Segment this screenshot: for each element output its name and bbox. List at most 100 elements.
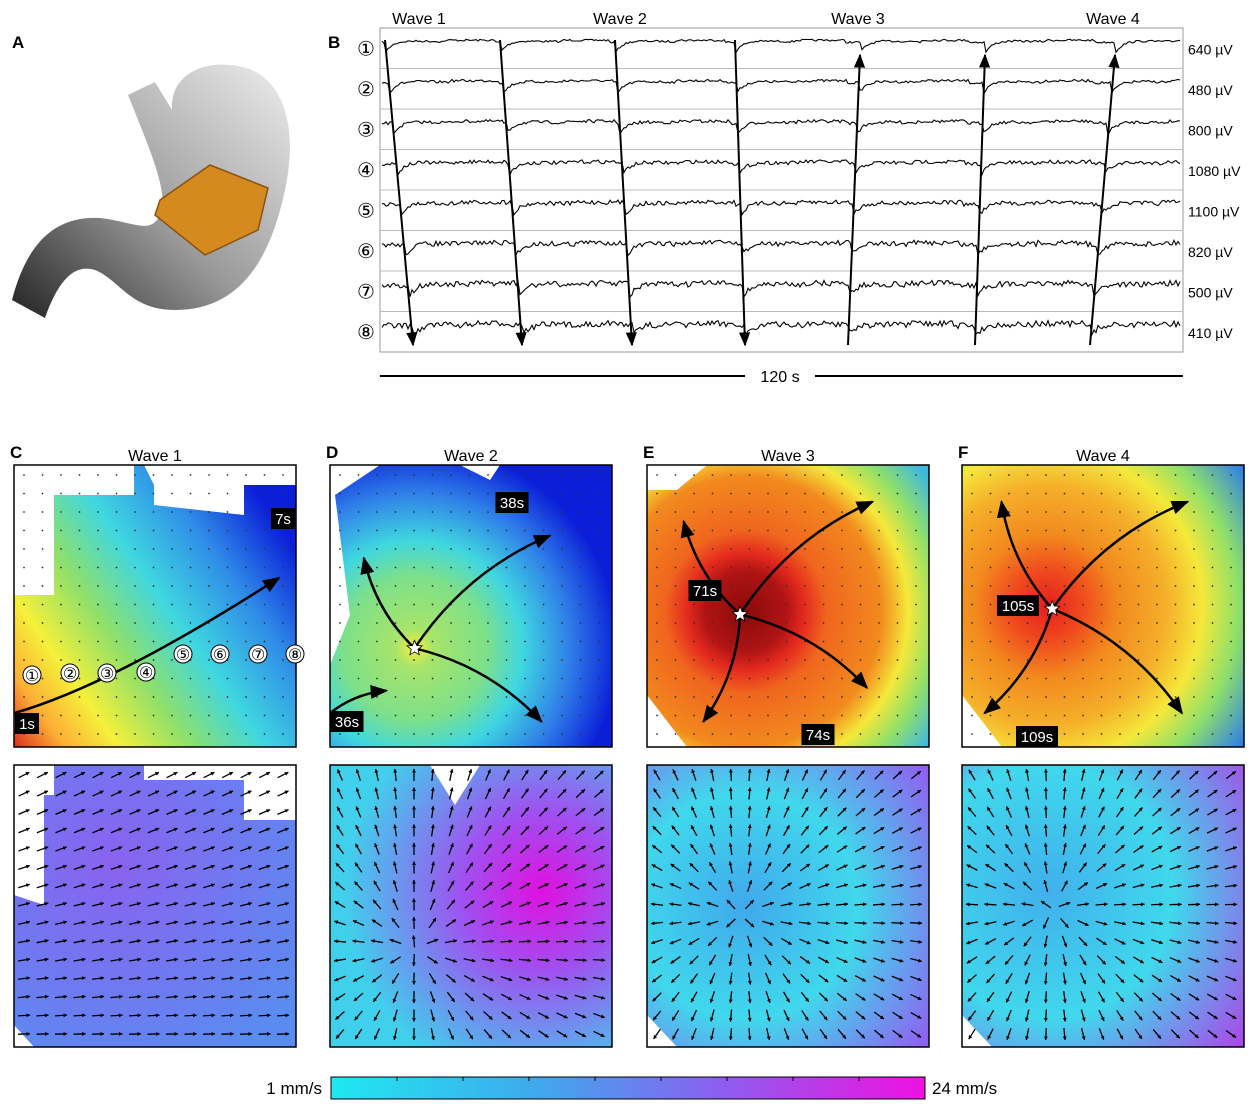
electrode-dot — [227, 622, 229, 624]
electrode-dot — [823, 641, 825, 643]
electrode-dot — [153, 530, 155, 532]
electrode-dot — [97, 585, 99, 587]
electrode-dot — [1193, 659, 1195, 661]
electrode-dot — [60, 641, 62, 643]
electrode-dot — [190, 493, 192, 495]
electrode-dot — [804, 530, 806, 532]
electrode-dot — [450, 493, 452, 495]
electrode-dot — [693, 641, 695, 643]
electrode-dot — [841, 641, 843, 643]
electrode-dot — [1138, 493, 1140, 495]
electrode-label: ⑦ — [251, 645, 265, 664]
electrode-dot — [656, 659, 658, 661]
electrode-dot — [915, 567, 917, 569]
electrode-dot — [171, 585, 173, 587]
electrode-dot — [413, 622, 415, 624]
electrode-dot — [1175, 530, 1177, 532]
electrode-dot — [675, 622, 677, 624]
electrode-dot — [786, 604, 788, 606]
electrode-dot — [116, 715, 118, 717]
electrode-dot — [23, 493, 25, 495]
electrode-dot — [42, 622, 44, 624]
electrode-dot — [897, 659, 899, 661]
electrode-dot — [860, 493, 862, 495]
electrode-dot — [116, 622, 118, 624]
wave-arrow — [848, 55, 860, 345]
electrode-dot — [1082, 474, 1084, 476]
electrode-dot — [376, 548, 378, 550]
electrode-dot — [1193, 567, 1195, 569]
electrode-dot — [580, 622, 582, 624]
time-label: 71s — [693, 583, 717, 600]
electrode-dot — [42, 530, 44, 532]
electrode-dot — [1212, 585, 1214, 587]
electrode-dot — [656, 548, 658, 550]
electrode-dot — [60, 548, 62, 550]
electrode-dot — [524, 696, 526, 698]
time-label: 7s — [275, 511, 291, 528]
electrode-dot — [1138, 622, 1140, 624]
electrode-dot — [245, 567, 247, 569]
electrode-dot — [97, 474, 99, 476]
activation-map — [14, 465, 296, 747]
electrode-dot — [264, 696, 266, 698]
electrode-dot — [1008, 622, 1010, 624]
electrode-dot — [469, 567, 471, 569]
electrode-dot — [561, 604, 563, 606]
electrode-dot — [60, 474, 62, 476]
electrode-dot — [675, 548, 677, 550]
electrode-dot — [1175, 474, 1177, 476]
electrode-dot — [339, 604, 341, 606]
electrode-dot — [897, 733, 899, 735]
electrode-dot — [561, 530, 563, 532]
electrode-dot — [116, 678, 118, 680]
electrode-dot — [171, 567, 173, 569]
electrode-dot — [749, 696, 751, 698]
electrode-dot — [227, 641, 229, 643]
electrode-dot — [990, 733, 992, 735]
electrode-dot — [23, 511, 25, 513]
velocity-vector — [1114, 904, 1126, 905]
channel-label: ④ — [357, 158, 375, 182]
electrode-dot — [693, 511, 695, 513]
electrode-dot — [1230, 641, 1232, 643]
electrode-dot — [60, 715, 62, 717]
electrode-dot — [469, 733, 471, 735]
panel-label: E — [643, 443, 654, 462]
electrode-dot — [450, 474, 452, 476]
electrode-dot — [693, 696, 695, 698]
electrode-dot — [134, 678, 136, 680]
electrode-dot — [1064, 678, 1066, 680]
electrode-dot — [561, 622, 563, 624]
electrode-dot — [413, 585, 415, 587]
velocity-vector — [1046, 806, 1047, 818]
electrode-dot — [79, 548, 81, 550]
electrode-dot — [1212, 659, 1214, 661]
electrode-dot — [245, 696, 247, 698]
electrode-dot — [786, 678, 788, 680]
electrode-dot — [1193, 474, 1195, 476]
electrode-dot — [675, 659, 677, 661]
electrode-dot — [227, 511, 229, 513]
electrode-dot — [190, 548, 192, 550]
electrode-dot — [450, 696, 452, 698]
electrode-dot — [971, 604, 973, 606]
electrode-dot — [1230, 585, 1232, 587]
electrode-dot — [413, 530, 415, 532]
electrode-dot — [190, 622, 192, 624]
electrode-dot — [804, 493, 806, 495]
electrode-label: ④ — [139, 663, 153, 682]
electrode-label: ① — [25, 666, 39, 685]
electrode-dot — [561, 548, 563, 550]
electrode-dot — [208, 493, 210, 495]
electrode-dot — [656, 715, 658, 717]
electrode-dot — [524, 715, 526, 717]
amplitude-label: 410 µV — [1188, 325, 1233, 341]
electrode-dot — [432, 659, 434, 661]
electrode-dot — [282, 622, 284, 624]
electrode-dot — [897, 641, 899, 643]
electrode-dot — [1175, 696, 1177, 698]
electrode-dot — [1082, 548, 1084, 550]
electrode-dot — [227, 678, 229, 680]
electrode-dot — [376, 659, 378, 661]
